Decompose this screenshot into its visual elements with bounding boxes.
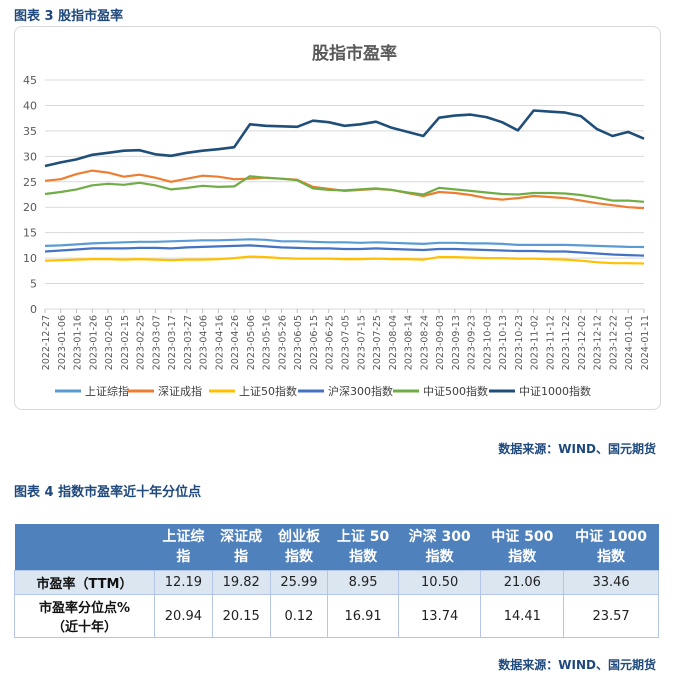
x-tick-label: 2023-07-05 [341,315,352,370]
table-header-szse-component: 深证成指 [212,524,271,571]
x-tick-label: 2023-11-02 [530,315,541,370]
x-tick-label: 2023-06-05 [293,315,304,370]
table-cell: 16.91 [327,594,399,638]
series-line-4 [44,175,645,203]
x-tick-label: 2023-07-25 [372,315,383,370]
table-row-pe-ttm: 市盈率（TTM） 12.19 19.82 25.99 8.95 10.50 21… [14,570,659,595]
figure4-caption: 图表 4 指数市盈率近十年分位点 [14,485,202,500]
x-tick-label: 2023-05-16 [262,315,273,370]
y-tick-label: 35 [23,125,37,138]
x-tick-label: 2023-10-23 [514,315,525,370]
x-tick-label: 2023-05-06 [246,315,257,370]
row-label-line2: （近十年） [51,620,117,635]
table-cell: 33.46 [563,570,659,595]
table-cell: 14.41 [480,594,565,638]
x-tick-label: 2024-01-01 [624,315,635,370]
figure4-source: 数据来源：WIND、国元期货 [498,658,656,672]
row-label-line1: 市盈率分位点% [38,601,131,616]
x-tick-label: 2023-01-26 [88,315,99,370]
x-tick-label: 2023-04-26 [230,315,241,370]
y-tick-label: 40 [23,99,37,112]
x-tick-label: 2023-12-02 [577,315,588,370]
y-tick-label: 20 [23,201,37,214]
row-label-pe-ttm: 市盈率（TTM） [14,570,155,595]
y-tick-label: 5 [30,278,37,291]
x-tick-label: 2023-11-12 [545,315,556,370]
x-tick-label: 2023-08-04 [388,315,399,370]
y-tick-label: 30 [23,150,37,163]
x-tick-label: 2023-10-13 [498,315,509,370]
y-tick-label: 0 [30,303,37,316]
table-header-csi300: 沪深 300 指数 [398,524,481,571]
y-tick-label: 25 [23,176,37,189]
table-cell: 25.99 [269,570,329,595]
figure3-source: 数据来源：WIND、国元期货 [498,442,656,456]
table-header-chinext: 创业板 指数 [270,524,328,571]
x-tick-label: 2022-12-27 [41,315,52,370]
legend-label: 上证50指数 [239,384,297,398]
series-line-0 [44,238,645,249]
x-tick-label: 2023-01-06 [57,315,68,370]
x-tick-label: 2023-09-13 [451,315,462,370]
pe-line-chart: 股指市盈率 0 5 10 15 20 25 30 35 40 45 2022-12-27 2023-01… [14,26,661,410]
x-tick-label: 2023-11-22 [561,315,572,370]
table-cell: 10.50 [397,570,482,595]
legend-label: 中证500指数 [423,384,488,398]
y-tick-label: 45 [23,74,37,87]
figure3-caption: 图表 3 股指市盈率 [14,9,124,24]
legend-label: 沪深300指数 [328,384,393,398]
x-tick-label: 2023-12-12 [593,315,604,370]
pe-percentile-table: 上证综指 深证成指 创业板 指数 上证 50 指数 沪深 300 指数 中证 500 指… [14,524,659,638]
table-row-pe-percentile: 市盈率分位点% （近十年） 20.94 20.15 0.12 16.91 13.… [14,594,659,638]
x-tick-label: 2023-10-03 [482,315,493,370]
x-tick-label: 2023-09-23 [467,315,478,370]
x-tick-label: 2023-12-22 [608,315,619,370]
legend-label: 中证1000指数 [519,384,591,398]
table-header-csi500: 中证 500 指数 [480,524,564,571]
series-line-3 [44,244,645,257]
chart-title: 股指市盈率 [312,43,397,64]
legend-label: 深证成指 [158,384,202,398]
table-header-sse-composite: 上证综指 [154,524,213,571]
table-cell: 21.06 [480,570,565,595]
table-header-sse50: 上证 50 指数 [327,524,399,571]
x-tick-label: 2023-03-17 [167,315,178,370]
table-cell: 13.74 [397,594,482,638]
y-tick-label: 15 [23,227,37,240]
row-label-pe-percentile: 市盈率分位点% （近十年） [14,594,155,638]
x-tick-label: 2023-06-15 [309,315,320,370]
table-cell: 20.94 [154,594,213,638]
table-header-empty [14,524,155,571]
table-cell: 8.95 [327,570,399,595]
table-cell: 23.57 [563,594,659,638]
x-tick-label: 2024-01-11 [640,315,651,370]
table-cell: 0.12 [269,594,329,638]
x-tick-label: 2023-04-16 [214,315,225,370]
x-tick-label: 2023-06-25 [325,315,336,370]
table-header-csi1000: 中证 1000 指数 [563,524,659,571]
x-tick-label: 2023-03-07 [151,315,162,370]
table-cell: 20.15 [211,594,271,638]
series-line-2 [44,255,645,265]
x-tick-label: 2023-07-15 [356,315,367,370]
table-header-row: 上证综指 深证成指 创业板 指数 上证 50 指数 沪深 300 指数 中证 500 指… [14,524,659,571]
x-tick-label: 2023-04-06 [199,315,210,370]
x-tick-label: 2023-02-15 [120,315,131,370]
series-line-5 [44,109,645,168]
x-tick-label: 2023-09-03 [435,315,446,370]
table-cell: 19.82 [211,570,271,595]
table-cell: 12.19 [154,570,213,595]
x-tick-label: 2023-05-26 [277,315,288,370]
x-tick-label: 2023-08-24 [419,315,430,370]
legend-label: 上证综指 [85,384,129,398]
x-tick-label: 2023-02-05 [104,315,115,370]
x-tick-label: 2023-02-25 [136,315,147,370]
y-tick-label: 10 [23,252,37,265]
x-tick-label: 2023-03-27 [183,315,194,370]
x-tick-label: 2023-08-14 [404,315,415,370]
x-tick-label: 2023-01-16 [73,315,84,370]
pe-chart-svg: 股指市盈率 0 5 10 15 20 25 30 35 40 45 2022-12-27 2023-01… [23,43,651,398]
